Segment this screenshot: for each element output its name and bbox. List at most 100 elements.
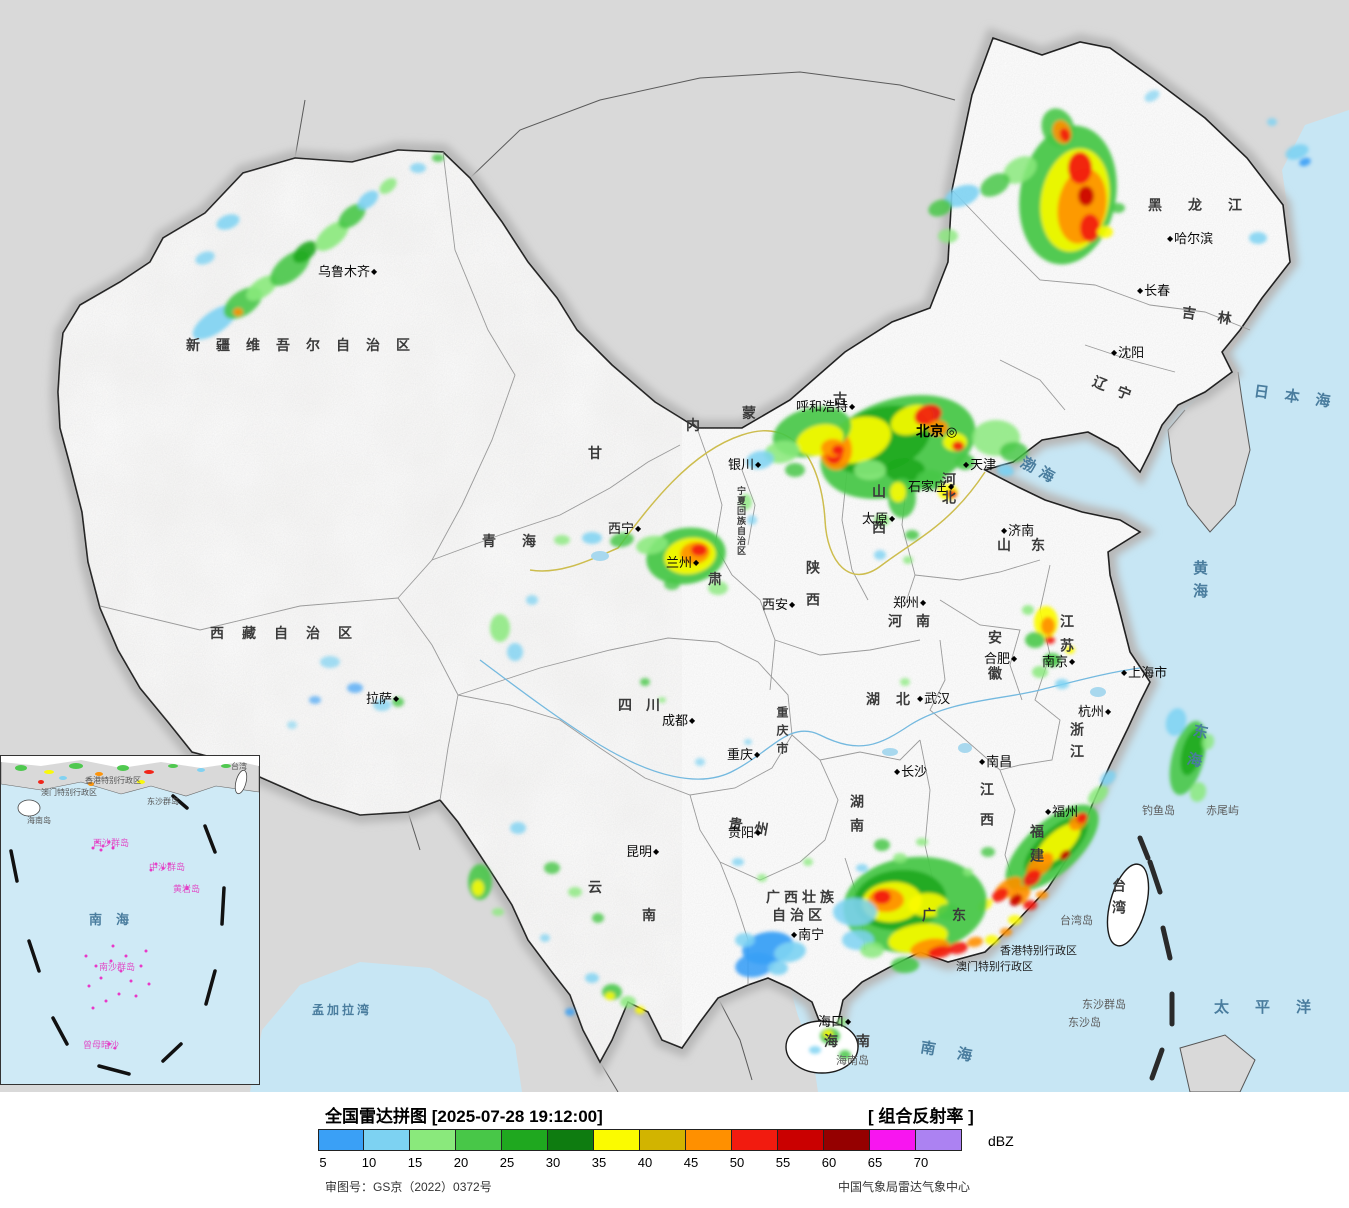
inset-nine-dash-line <box>9 794 226 1076</box>
radar-echo <box>1078 186 1094 206</box>
legend-colorbar <box>318 1129 962 1151</box>
radar-echo <box>823 1030 833 1038</box>
radar-echo <box>785 463 805 477</box>
radar-echo <box>928 945 952 959</box>
radar-echo <box>774 941 806 963</box>
radar-echo <box>746 450 774 470</box>
legend-tick-label: 65 <box>867 1155 883 1170</box>
inset-echo-layer <box>15 763 231 786</box>
hainan-island <box>785 1020 859 1074</box>
radar-echo <box>490 614 510 642</box>
radar-echo <box>1009 894 1023 906</box>
radar-echo <box>963 868 973 876</box>
legend-color-cell <box>318 1129 364 1151</box>
radar-echo-layer <box>192 90 1311 1060</box>
inset-hainan <box>17 799 41 817</box>
radar-echo <box>890 482 906 502</box>
radar-echo <box>735 933 755 947</box>
radar-echo <box>874 839 890 851</box>
radar-echo <box>991 887 1009 903</box>
legend-tick-label: 55 <box>775 1155 791 1170</box>
legend-panel: 全国雷达拼图 [2025-07-28 19:12:00] [ 组合反射率 ] 5… <box>0 1092 1349 1208</box>
radar-echo <box>1045 636 1055 644</box>
radar-echo <box>893 853 907 863</box>
radar-echo <box>432 154 444 162</box>
radar-echo <box>320 656 340 668</box>
inset-taiwan <box>234 769 248 795</box>
legend-tick-label: 50 <box>729 1155 745 1170</box>
radar-echo <box>985 935 999 945</box>
radar-echo <box>809 1046 821 1054</box>
legend-tick-label: 40 <box>637 1155 653 1170</box>
legend-color-cell <box>778 1129 824 1151</box>
map-area: 黑龙江 吉林 辽宁内蒙古新疆维吾尔自治区甘肃青海 西藏自治区 四川云南贵州 重庆市 陕西 山西… <box>0 0 1349 1092</box>
radar-echo <box>1087 785 1109 805</box>
radar-echo <box>860 942 884 958</box>
radar-echo <box>585 973 599 983</box>
radar-echo <box>197 768 205 772</box>
radar-echo <box>803 858 813 866</box>
radar-echo <box>1285 144 1309 160</box>
radar-echo <box>747 515 757 525</box>
radar-echo <box>914 404 942 426</box>
radar-echo <box>357 190 379 210</box>
inset-basemap <box>1 756 259 1076</box>
inset-island-dots <box>84 840 189 1050</box>
radar-echo <box>69 763 83 769</box>
radar-echo <box>554 535 570 545</box>
radar-echo <box>744 739 752 745</box>
radar-echo <box>620 996 636 1008</box>
radar-echo <box>309 696 321 704</box>
radar-echo <box>1000 442 1028 462</box>
radar-echo <box>768 961 788 975</box>
radar-echo <box>1023 869 1041 887</box>
radar-echo <box>195 251 215 265</box>
radar-echo <box>832 445 844 455</box>
radar-echo <box>544 862 560 874</box>
ocean <box>790 110 1349 1092</box>
radar-echo <box>854 460 886 480</box>
agency-credit: 中国气象局雷达气象中心 <box>838 1180 971 1194</box>
radar-echo <box>936 904 960 920</box>
radar-echo <box>833 898 877 926</box>
radar-echo <box>15 765 27 771</box>
radar-echo <box>510 822 526 834</box>
radar-echo <box>905 530 919 540</box>
radar-echo <box>635 1006 645 1014</box>
radar-echo <box>856 864 868 872</box>
legend-tick-label: 45 <box>683 1155 699 1170</box>
radar-echo <box>392 697 404 707</box>
radar-echo <box>287 721 297 729</box>
legend-tick-label: 30 <box>545 1155 561 1170</box>
radar-echo <box>839 1050 851 1060</box>
radar-echo <box>1267 118 1277 126</box>
radar-echo <box>315 221 349 251</box>
radar-echo <box>757 874 767 882</box>
radar-echo <box>410 163 426 173</box>
radar-echo <box>568 887 582 897</box>
radar-echo <box>137 780 145 784</box>
radar-echo <box>44 770 54 774</box>
radar-echo <box>664 578 680 590</box>
radar-echo <box>38 780 44 784</box>
radar-echo <box>916 470 944 490</box>
legend-tick-label: 70 <box>913 1155 929 1170</box>
radar-echo <box>903 556 913 564</box>
legend-unit: dBZ <box>988 1133 1014 1149</box>
radar-echo <box>1055 679 1069 689</box>
taiwan-island <box>1106 863 1150 947</box>
radar-echo <box>1249 232 1267 244</box>
radar-echo <box>605 992 615 1000</box>
radar-echo <box>1059 128 1071 142</box>
radar-echo <box>592 913 604 923</box>
radar-echo <box>144 770 154 774</box>
map-title: 全国雷达拼图 [2025-07-28 19:12:00] <box>325 1107 603 1126</box>
radar-echo <box>1022 605 1034 615</box>
legend-color-cell <box>732 1129 778 1151</box>
legend-color-cell <box>870 1129 916 1151</box>
radar-echo <box>691 544 707 556</box>
radar-echo <box>1000 928 1012 936</box>
radar-echo <box>947 490 957 498</box>
radar-echo <box>1100 770 1116 786</box>
legend-tick-label: 5 <box>319 1155 327 1170</box>
